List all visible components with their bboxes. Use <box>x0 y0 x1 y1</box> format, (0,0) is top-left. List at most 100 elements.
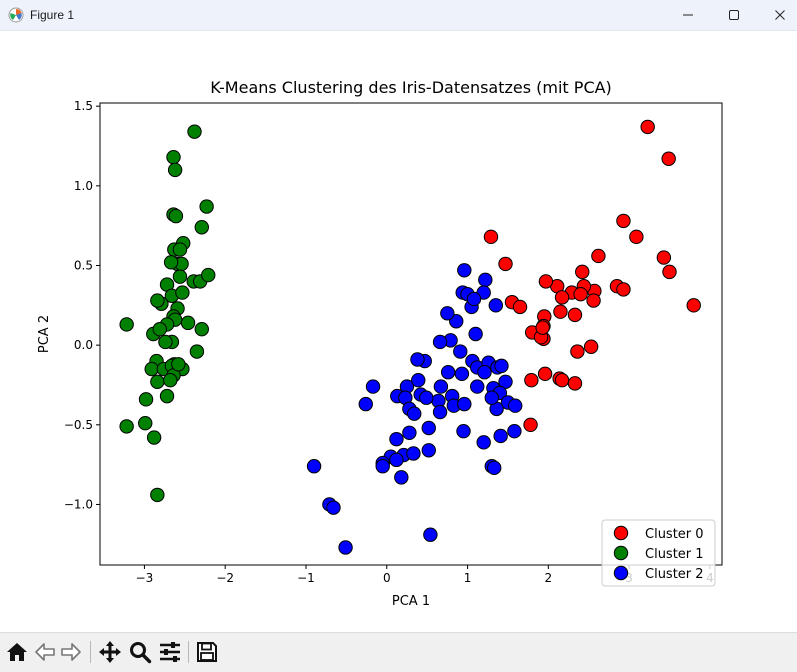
data-point <box>575 264 590 280</box>
data-point <box>498 256 513 272</box>
data-point <box>402 425 417 440</box>
legend-box <box>601 519 716 587</box>
maximize-button[interactable] <box>711 0 757 30</box>
legend-label: Cluster 0 <box>645 527 704 542</box>
axis-ticks: −3−2−101234−1.0−0.50.00.51.01.5 <box>64 99 714 585</box>
home-icon <box>7 643 27 661</box>
data-point <box>488 298 504 313</box>
data-point <box>616 282 631 297</box>
x-tick-label: −3 <box>136 571 154 585</box>
data-point <box>172 269 188 284</box>
save-icon <box>197 642 217 662</box>
data-point <box>138 416 153 431</box>
data-point <box>468 326 483 342</box>
y-tick-label: 1.5 <box>74 99 93 113</box>
close-icon <box>775 10 785 20</box>
series-cluster-2 <box>306 263 523 555</box>
data-point <box>570 344 585 359</box>
data-points <box>119 119 701 555</box>
save-button[interactable] <box>194 639 220 665</box>
data-point <box>187 124 202 139</box>
data-point <box>138 392 154 407</box>
data-point <box>470 379 485 394</box>
series-cluster-0 <box>483 119 701 433</box>
data-point <box>150 293 165 308</box>
data-point <box>523 417 538 433</box>
data-point <box>508 398 523 413</box>
forward-button[interactable] <box>58 639 84 665</box>
data-point <box>306 459 322 474</box>
data-point <box>152 322 167 337</box>
data-point <box>189 344 205 359</box>
data-point <box>375 459 390 474</box>
back-icon <box>35 643 55 661</box>
data-point <box>554 290 570 305</box>
configure-subplots-button[interactable] <box>157 639 183 665</box>
axes-frame <box>99 102 723 566</box>
matplotlib-icon <box>8 7 24 23</box>
data-point <box>406 446 421 461</box>
data-point <box>326 500 341 515</box>
data-point <box>484 390 499 405</box>
data-point <box>483 229 499 245</box>
zoom-button[interactable] <box>127 639 153 665</box>
pan-button[interactable] <box>97 639 123 665</box>
figure-canvas[interactable]: −3−2−101234−1.0−0.50.00.51.01.5 K-Means … <box>0 31 797 632</box>
home-button[interactable] <box>4 639 30 665</box>
navigation-toolbar <box>0 632 797 672</box>
data-point <box>419 390 434 405</box>
chart-title: K-Means Clustering des Iris-Datensatzes … <box>210 78 612 97</box>
y-axis-label: PCA 2 <box>37 315 52 353</box>
toolbar-separator <box>90 641 91 663</box>
legend-marker <box>613 545 629 561</box>
data-point <box>440 306 455 321</box>
x-tick-label: 1 <box>464 571 472 585</box>
data-point <box>432 404 448 420</box>
data-point <box>411 373 426 388</box>
data-point <box>456 423 471 439</box>
data-point <box>163 255 179 270</box>
legend-label: Cluster 2 <box>645 567 704 582</box>
data-point <box>440 365 456 380</box>
data-point <box>421 443 436 458</box>
data-point <box>199 199 214 214</box>
data-point <box>538 274 554 289</box>
data-point <box>421 420 436 436</box>
data-point <box>449 314 464 329</box>
data-point <box>586 293 601 308</box>
close-button[interactable] <box>757 0 797 30</box>
data-point <box>175 285 190 300</box>
data-point <box>423 527 438 542</box>
data-point <box>166 149 181 165</box>
data-point <box>394 470 409 485</box>
data-point <box>194 220 209 235</box>
data-point <box>457 396 472 412</box>
x-tick-label: −1 <box>297 571 315 585</box>
data-point <box>640 119 655 135</box>
configure-subplots-icon <box>160 642 180 662</box>
y-tick-label: 0.5 <box>74 258 93 272</box>
data-point <box>433 379 449 394</box>
data-point <box>553 304 568 319</box>
toolbar-separator <box>188 641 189 663</box>
minimize-button[interactable] <box>665 0 711 30</box>
window-titlebar: Figure 1 <box>0 0 797 31</box>
data-point <box>583 339 599 354</box>
legend-marker <box>613 525 629 541</box>
x-axis-label: PCA 1 <box>392 594 430 609</box>
data-point <box>478 272 493 288</box>
data-point <box>453 344 468 359</box>
data-point <box>389 452 404 468</box>
data-point <box>591 248 606 264</box>
scatter-chart: −3−2−101234−1.0−0.50.00.51.01.5 K-Means … <box>37 78 723 609</box>
data-point <box>537 366 553 382</box>
data-point <box>457 263 472 278</box>
data-point <box>358 396 373 412</box>
y-tick-label: −1.0 <box>64 497 93 511</box>
legend-marker <box>613 565 629 581</box>
x-tick-label: −2 <box>216 571 234 585</box>
back-button[interactable] <box>32 639 58 665</box>
data-point <box>407 406 422 421</box>
pan-icon <box>99 641 121 663</box>
data-point <box>171 357 186 372</box>
